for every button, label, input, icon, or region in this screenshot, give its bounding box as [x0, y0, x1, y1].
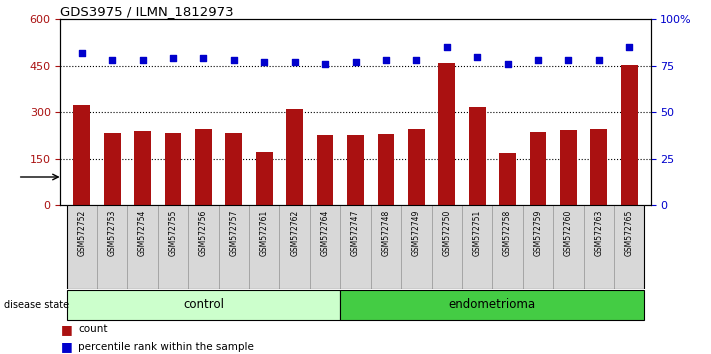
Bar: [73, 105, 90, 205]
Point: [167, 56, 178, 61]
Text: GSM572748: GSM572748: [381, 210, 390, 256]
Bar: [530, 132, 546, 205]
Point: [137, 58, 149, 63]
Text: endometrioma: endometrioma: [449, 298, 536, 311]
Bar: [97, 205, 127, 289]
Bar: [279, 205, 310, 289]
Point: [350, 59, 361, 65]
Bar: [316, 135, 333, 205]
Text: GSM572755: GSM572755: [169, 210, 178, 256]
Bar: [523, 205, 553, 289]
Bar: [188, 205, 218, 289]
Text: GSM572751: GSM572751: [473, 210, 481, 256]
Bar: [341, 290, 644, 320]
Point: [502, 61, 513, 67]
Bar: [104, 133, 120, 205]
Bar: [584, 205, 614, 289]
Text: GSM572759: GSM572759: [533, 210, 542, 256]
Point: [593, 58, 604, 63]
Point: [198, 56, 209, 61]
Bar: [560, 130, 577, 205]
Point: [228, 58, 240, 63]
Bar: [439, 63, 455, 205]
Point: [107, 58, 118, 63]
Bar: [195, 129, 212, 205]
Bar: [67, 205, 97, 289]
Bar: [621, 65, 638, 205]
Text: GSM572761: GSM572761: [260, 210, 269, 256]
Bar: [432, 205, 462, 289]
Point: [380, 58, 392, 63]
Point: [441, 45, 452, 50]
Text: control: control: [183, 298, 224, 311]
Text: GSM572756: GSM572756: [199, 210, 208, 256]
Text: GSM572763: GSM572763: [594, 210, 604, 256]
Bar: [370, 205, 401, 289]
Bar: [408, 130, 424, 205]
Point: [624, 45, 635, 50]
Text: GSM572764: GSM572764: [321, 210, 330, 256]
Text: GSM572760: GSM572760: [564, 210, 573, 256]
Text: GSM572765: GSM572765: [625, 210, 634, 256]
Bar: [256, 152, 272, 205]
Text: GSM572754: GSM572754: [138, 210, 147, 256]
Bar: [225, 132, 242, 205]
Point: [533, 58, 544, 63]
Bar: [158, 205, 188, 289]
Text: GSM572750: GSM572750: [442, 210, 451, 256]
Point: [76, 50, 87, 56]
Text: GSM572752: GSM572752: [77, 210, 86, 256]
Text: GSM572757: GSM572757: [230, 210, 238, 256]
Point: [562, 58, 574, 63]
Text: GSM572753: GSM572753: [107, 210, 117, 256]
Text: count: count: [78, 324, 107, 334]
Bar: [67, 290, 341, 320]
Text: GSM572749: GSM572749: [412, 210, 421, 256]
Bar: [310, 205, 341, 289]
Bar: [493, 205, 523, 289]
Bar: [499, 153, 516, 205]
Bar: [469, 107, 486, 205]
Text: disease state: disease state: [4, 300, 69, 310]
Bar: [378, 134, 395, 205]
Bar: [134, 131, 151, 205]
Bar: [347, 135, 364, 205]
Bar: [249, 205, 279, 289]
Text: GSM572758: GSM572758: [503, 210, 512, 256]
Bar: [218, 205, 249, 289]
Point: [471, 54, 483, 59]
Point: [319, 61, 331, 67]
Bar: [591, 130, 607, 205]
Point: [411, 58, 422, 63]
Bar: [462, 205, 493, 289]
Bar: [287, 109, 303, 205]
Bar: [165, 132, 181, 205]
Point: [289, 59, 300, 65]
Bar: [401, 205, 432, 289]
Bar: [553, 205, 584, 289]
Bar: [127, 205, 158, 289]
Point: [259, 59, 270, 65]
Text: GDS3975 / ILMN_1812973: GDS3975 / ILMN_1812973: [60, 5, 234, 18]
Text: GSM572762: GSM572762: [290, 210, 299, 256]
Bar: [341, 205, 370, 289]
Text: GSM572747: GSM572747: [351, 210, 360, 256]
Bar: [614, 205, 644, 289]
Text: ■: ■: [60, 323, 73, 336]
Text: ■: ■: [60, 341, 73, 353]
Text: percentile rank within the sample: percentile rank within the sample: [78, 342, 254, 352]
